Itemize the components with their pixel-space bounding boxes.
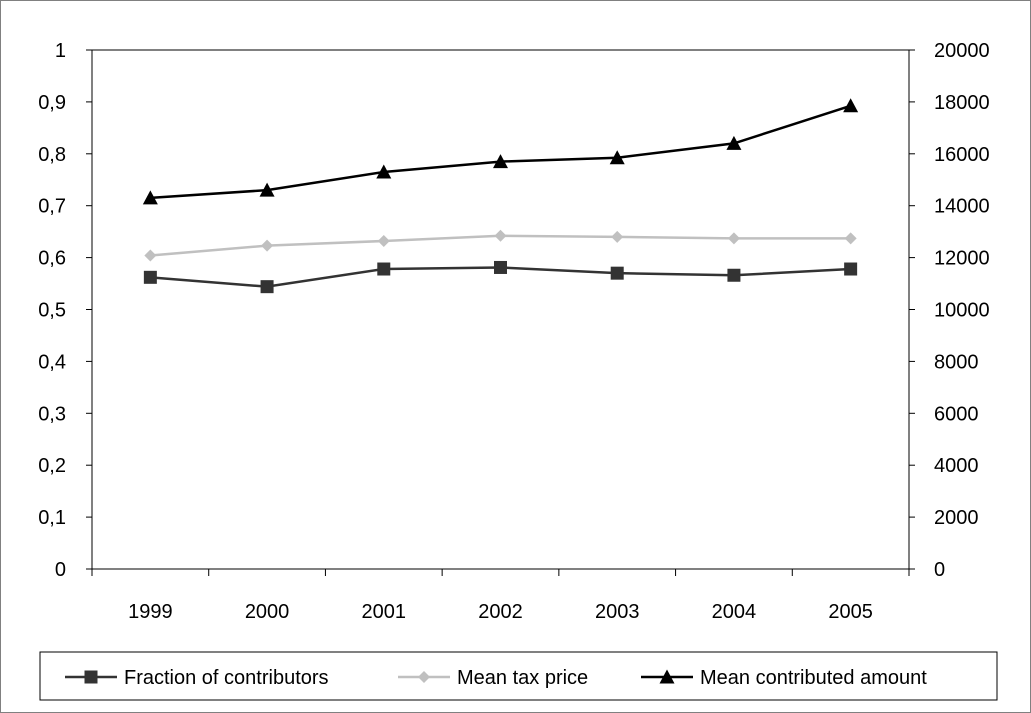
right-axis-tick-label: 2000	[934, 507, 979, 529]
x-axis-tick-label: 2001	[362, 601, 407, 623]
left-axis-tick-label: 1	[55, 40, 66, 62]
left-axis-tick-label: 0,2	[38, 455, 66, 477]
left-axis-tick-label: 0,8	[38, 144, 66, 166]
data-point	[494, 260, 507, 274]
data-point	[376, 164, 392, 179]
data-point	[142, 190, 158, 205]
x-axis-tick-label: 2002	[478, 601, 523, 623]
left-axis-tick-labels: 0 0,1 0,2 0,3 0,4 0,5 0,6 0,7 0,8 0,9 1	[38, 40, 66, 581]
right-axis-tick-label: 0	[934, 559, 945, 581]
data-point	[844, 262, 858, 276]
x-axis-tick-label: 2003	[595, 601, 640, 623]
left-axis-tick-label: 0,1	[38, 507, 66, 529]
right-axis-tick-label: 10000	[934, 300, 990, 322]
data-point	[377, 234, 390, 247]
x-axis-tick-label: 2005	[828, 601, 873, 623]
right-axis-tick-label: 20000	[934, 40, 990, 62]
legend-label: Mean contributed amount	[700, 667, 927, 689]
series-fraction-of-contributors	[143, 260, 858, 294]
right-axis-tick-label: 14000	[934, 196, 990, 218]
legend-swatch-marker	[84, 670, 98, 684]
x-axis-tick-label: 2004	[712, 601, 757, 623]
right-axis-tick-label: 8000	[934, 351, 979, 373]
data-point	[377, 262, 391, 276]
left-axis-tick-label: 0,9	[38, 92, 66, 114]
data-point	[727, 232, 740, 245]
data-point	[844, 232, 857, 245]
series-line	[150, 104, 852, 200]
data-point	[261, 239, 274, 252]
data-point	[259, 182, 275, 197]
series-mean-tax-price	[144, 229, 857, 262]
data-point	[610, 266, 624, 280]
left-axis-tick-label: 0,6	[38, 248, 66, 270]
right-axis-tick-labels: 0 2000 4000 6000 8000 10000 12000 14000 16000 180…	[934, 40, 990, 581]
left-axis-tick-label: 0,7	[38, 196, 66, 218]
right-axis-tick-label: 6000	[934, 403, 979, 425]
data-point	[144, 249, 157, 262]
data-point	[609, 150, 625, 165]
data-point	[494, 229, 507, 242]
right-axis-tick-label: 4000	[934, 455, 979, 477]
x-axis-tick-label: 1999	[128, 601, 173, 623]
legend-swatch-marker	[418, 671, 430, 683]
data-point	[726, 135, 742, 150]
chart-axes	[86, 49, 915, 576]
series-mean-contributed-amount	[142, 98, 859, 205]
data-point	[260, 280, 274, 294]
series-layer	[142, 98, 859, 294]
legend-entry: Mean tax price	[398, 667, 588, 689]
right-axis-tick-label: 18000	[934, 92, 990, 114]
left-axis-tick-label: 0,4	[38, 351, 66, 373]
legend-swatch-marker	[659, 669, 675, 684]
data-point	[611, 230, 624, 243]
data-point	[493, 154, 508, 169]
legend-label: Fraction of contributors	[124, 667, 329, 689]
left-axis-tick-label: 0	[55, 559, 66, 581]
x-axis-tick-label: 2000	[245, 601, 290, 623]
x-axis-tick-labels: 1999 2000 2001 2002 2003 2004 2005	[128, 601, 873, 623]
right-axis-tick-label: 12000	[934, 248, 990, 270]
legend-box	[39, 651, 998, 701]
legend-label: Mean tax price	[457, 667, 588, 689]
data-point	[727, 268, 741, 282]
legend-entry: Fraction of contributors	[65, 667, 329, 689]
legend: Fraction of contributors Mean tax price Me…	[39, 651, 998, 701]
left-axis-tick-label: 0,5	[38, 300, 66, 322]
left-axis-tick-label: 0,3	[38, 403, 66, 425]
right-axis-tick-label: 16000	[934, 144, 990, 166]
data-point	[143, 270, 157, 284]
legend-entry: Mean contributed amount	[641, 667, 927, 689]
data-point	[843, 98, 859, 113]
